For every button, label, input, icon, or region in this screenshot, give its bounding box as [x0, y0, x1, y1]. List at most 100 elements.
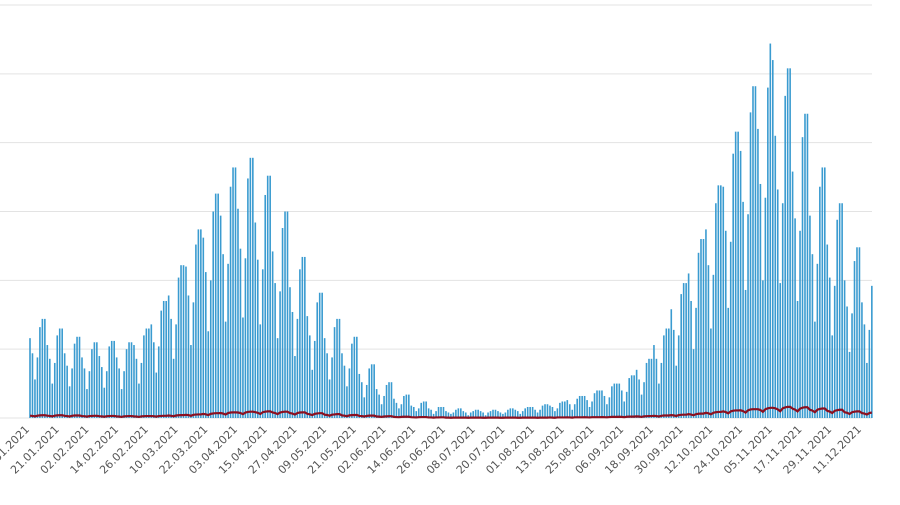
bar	[209, 280, 212, 418]
bar	[351, 343, 353, 418]
bar	[722, 186, 725, 418]
bar	[165, 300, 167, 418]
bar	[762, 280, 764, 418]
bar	[346, 386, 348, 418]
bar	[175, 324, 177, 418]
bar	[633, 375, 635, 418]
bar	[715, 203, 717, 418]
bar	[586, 400, 588, 418]
bar	[841, 203, 843, 418]
bar	[333, 327, 336, 418]
bar	[581, 395, 583, 418]
bar	[658, 383, 660, 418]
line	[29, 405, 873, 419]
bar	[123, 371, 125, 418]
bar	[202, 237, 205, 418]
bar	[559, 402, 561, 418]
bar	[91, 349, 93, 418]
bar	[427, 408, 430, 418]
bar	[611, 386, 613, 418]
bar	[512, 408, 514, 418]
bar	[442, 406, 445, 418]
bar	[266, 175, 269, 418]
bar	[86, 389, 88, 418]
bar	[556, 408, 559, 418]
bar	[497, 411, 499, 418]
bar	[826, 244, 829, 418]
bar	[838, 203, 841, 418]
bar	[670, 309, 673, 418]
bar	[767, 87, 769, 418]
bar	[492, 409, 494, 418]
bar	[343, 365, 346, 418]
bar	[640, 394, 643, 418]
bar	[435, 411, 437, 418]
bar	[29, 338, 31, 418]
bar	[682, 283, 685, 418]
bar	[514, 409, 517, 418]
bar	[655, 358, 658, 418]
bar	[747, 214, 749, 418]
bar	[41, 318, 44, 418]
bar	[507, 409, 509, 418]
bar	[101, 367, 103, 418]
bar	[858, 247, 861, 418]
bar	[663, 335, 665, 418]
bar	[259, 324, 262, 418]
bar	[160, 310, 163, 418]
bar	[400, 404, 403, 418]
bar	[819, 186, 821, 418]
bar	[128, 342, 130, 418]
bar	[261, 269, 264, 418]
bar	[145, 328, 148, 418]
bar	[417, 408, 420, 418]
bar	[784, 95, 786, 419]
bar	[115, 357, 118, 418]
bar	[420, 402, 423, 418]
bar	[182, 265, 185, 418]
bar	[271, 251, 274, 418]
bar	[31, 353, 34, 418]
bar	[596, 390, 598, 418]
bar	[103, 387, 106, 418]
bar	[806, 113, 809, 419]
bar	[450, 413, 452, 418]
bar	[375, 389, 378, 418]
bar	[861, 302, 863, 418]
bar	[185, 266, 187, 418]
bar	[618, 383, 621, 418]
bar	[546, 404, 549, 418]
bar	[519, 413, 522, 418]
bar	[469, 412, 472, 418]
bar	[232, 167, 234, 418]
bar	[863, 324, 866, 418]
bar	[796, 300, 799, 418]
bar	[254, 222, 257, 418]
bar	[727, 307, 730, 418]
bar	[779, 283, 782, 418]
bar	[279, 291, 281, 418]
bar	[162, 300, 165, 418]
bar	[148, 328, 150, 418]
bar	[130, 342, 133, 418]
bar	[217, 193, 219, 418]
bar	[833, 285, 836, 418]
bar	[700, 239, 702, 418]
bar	[606, 404, 608, 418]
bar	[474, 409, 477, 418]
bar	[529, 406, 531, 418]
bar	[831, 335, 834, 418]
bar	[430, 409, 432, 418]
bar	[561, 401, 564, 418]
bar	[648, 358, 650, 418]
bar	[336, 318, 338, 418]
bar	[487, 412, 489, 418]
bar	[383, 395, 385, 418]
bar	[541, 405, 544, 418]
bar	[643, 382, 645, 418]
bar	[239, 248, 242, 418]
bar	[150, 324, 153, 418]
bar	[752, 86, 754, 419]
bar	[539, 409, 541, 418]
bar	[229, 186, 232, 418]
